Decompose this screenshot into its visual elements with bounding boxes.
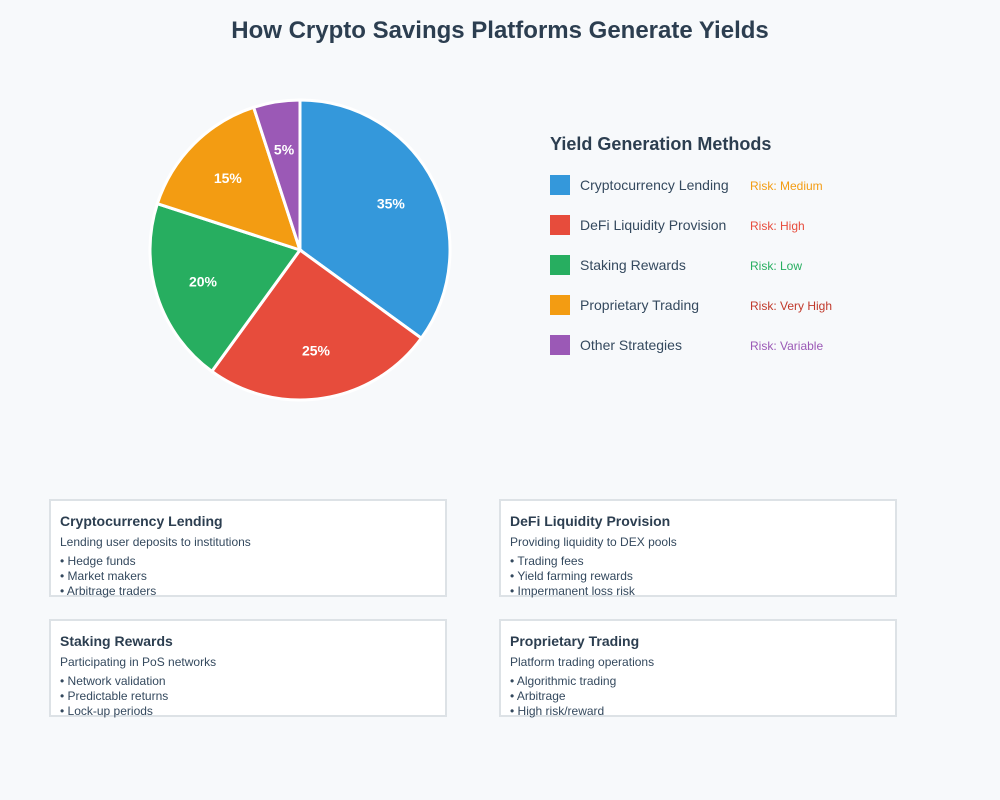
legend-item-other: Other Strategies Risk: Variable xyxy=(550,335,970,355)
legend-swatch xyxy=(550,215,570,235)
card-bullet: • Predictable returns xyxy=(60,689,169,703)
card-title: Staking Rewards xyxy=(60,633,173,649)
legend-label: Proprietary Trading xyxy=(580,297,700,313)
card-bullet: • Arbitrage traders xyxy=(60,584,157,598)
card-title: Cryptocurrency Lending xyxy=(60,513,223,529)
slice-other xyxy=(251,98,302,251)
card-bullet: • Trading fees xyxy=(510,554,584,568)
card-defi: DeFi Liquidity Provision Providing liqui… xyxy=(499,499,897,599)
legend-swatch xyxy=(550,295,570,315)
legend-item-defi: DeFi Liquidity Provision Risk: High xyxy=(550,215,970,235)
card-bullet: • Hedge funds xyxy=(60,554,136,568)
legend-risk: Risk: Medium xyxy=(750,179,823,193)
card-bullet: • Algorithmic trading xyxy=(510,674,617,688)
legend: Yield Generation Methods Cryptocurrency … xyxy=(550,133,970,355)
legend-swatch xyxy=(550,175,570,195)
card-description: Providing liquidity to DEX pools xyxy=(510,535,677,549)
legend-item-trading: Proprietary Trading Risk: Very High xyxy=(550,295,970,315)
slice-defi xyxy=(209,247,424,402)
legend-item-staking: Staking Rewards Risk: Low xyxy=(550,255,970,275)
legend-risk: Risk: Low xyxy=(750,259,803,273)
slice-value-label: 25% xyxy=(302,343,331,359)
legend-label: Other Strategies xyxy=(580,337,682,353)
legend-risk: Risk: Very High xyxy=(750,299,833,313)
card-description: Lending user deposits to institutions xyxy=(60,535,251,549)
card-bullet: • High risk/reward xyxy=(510,704,605,718)
card-bullet: • Network validation xyxy=(60,674,166,688)
legend-label: DeFi Liquidity Provision xyxy=(580,217,727,233)
legend-title: Yield Generation Methods xyxy=(550,134,772,154)
card-description: Participating in PoS networks xyxy=(60,655,217,669)
card-bullet: • Impermanent loss risk xyxy=(510,584,635,598)
legend-item-lending: Cryptocurrency Lending Risk: Medium xyxy=(550,175,970,195)
slice-value-label: 15% xyxy=(214,170,243,186)
chart-title: How Crypto Savings Platforms Generate Yi… xyxy=(231,17,769,44)
card-lending: Cryptocurrency Lending Lending user depo… xyxy=(49,499,447,599)
card-title: DeFi Liquidity Provision xyxy=(510,513,671,529)
slice-value-label: 35% xyxy=(377,196,406,212)
card-title: Proprietary Trading xyxy=(510,633,640,649)
legend-swatch xyxy=(550,255,570,275)
card-bullet-list: • Trading fees • Yield farming rewards •… xyxy=(510,554,635,599)
slice-staking xyxy=(148,201,303,374)
card-description: Platform trading operations xyxy=(510,655,655,669)
card-staking: Staking Rewards Participating in PoS net… xyxy=(49,619,447,719)
card-trading: Proprietary Trading Platform trading ope… xyxy=(499,619,897,719)
legend-risk: Risk: Variable xyxy=(750,339,824,353)
legend-label: Cryptocurrency Lending xyxy=(580,177,729,193)
card-bullet: • Yield farming rewards xyxy=(510,569,633,583)
card-bullet-list: • Algorithmic trading • Arbitrage • High… xyxy=(510,674,616,719)
card-bullet-list: • Network validation • Predictable retur… xyxy=(60,674,168,719)
slice-value-label: 5% xyxy=(274,141,295,157)
card-bullet: • Lock-up periods xyxy=(60,704,153,718)
legend-label: Staking Rewards xyxy=(580,257,686,273)
card-bullet-list: • Hedge funds • Market makers • Arbitrag… xyxy=(60,554,156,599)
card-bullet: • Market makers xyxy=(60,569,147,583)
card-bullet: • Arbitrage xyxy=(510,689,566,703)
legend-risk: Risk: High xyxy=(750,219,805,233)
slice-lending xyxy=(298,98,452,341)
legend-swatch xyxy=(550,335,570,355)
slice-value-label: 20% xyxy=(189,274,218,290)
pie-chart: 35% 25% 20% 15% 5% xyxy=(148,98,452,402)
